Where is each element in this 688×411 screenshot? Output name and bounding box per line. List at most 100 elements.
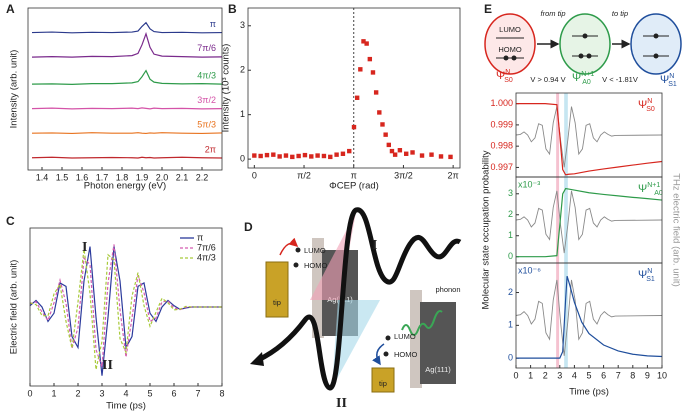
y-tick-label: 2 [508,209,513,219]
point [367,56,373,62]
state-label: ΨN S0 [496,69,513,84]
arrow [279,237,299,256]
point [389,148,395,154]
x-tick-label: 5 [586,370,591,380]
point [358,67,363,72]
substrate [410,290,422,388]
x-tick-label: 2.0 [156,172,169,182]
series-label: 7π/6 [197,43,216,53]
series-line [31,132,223,135]
x-axis-label: Photon energy (eV) [84,181,166,192]
level-label: LUMO [304,246,326,255]
annotation: II [102,358,113,373]
x-tick-label: 1.8 [116,172,129,182]
point [283,153,289,158]
x-tick-label: 8 [219,388,224,398]
y-tick-label: 0.999 [490,119,513,129]
point [404,151,409,156]
point [258,153,263,159]
point [370,70,376,75]
series-label: 3π/2 [197,95,216,105]
point [386,142,392,148]
point [361,39,366,44]
point [315,153,320,158]
point [448,154,453,160]
x-tick-label: 7 [195,388,200,398]
point [277,154,282,159]
sub: S0 [504,77,513,84]
point [364,41,369,46]
series-label: 4π/3 [197,70,216,80]
point [397,148,403,153]
series-label: 2π [205,144,216,154]
symbol: Ψ [638,183,647,195]
x-tick-label: 2 [543,370,548,380]
panel-label: E [484,2,492,16]
point [347,148,352,154]
legend-label: 4π/3 [197,252,216,262]
axes-frame [29,227,223,387]
legend-entry: ΨN S1 [638,268,655,283]
point [377,110,382,115]
voltage-label: V < -1.81V [602,75,638,84]
point [334,152,339,157]
level-label: LUMO [394,332,416,341]
axes-frame [247,7,461,169]
point [328,154,333,160]
y-tick-label: 2 [240,65,245,75]
label: II [336,396,347,411]
x-tick-label: 0 [513,370,518,380]
x-tick-label: 0 [252,170,257,180]
x-tick-label: 9 [645,370,650,380]
arrowhead [250,352,264,366]
x-tick-label: 5 [147,388,152,398]
panel-e-scheme: LUMO HOMO from tip to tip V > 0.94 V V <… [484,9,682,88]
point [302,152,308,158]
series-line [515,190,663,254]
annotation: I [82,240,87,255]
series-line [516,275,663,359]
series-line [516,187,663,258]
x-tick-label: 4 [123,388,128,398]
legend-entry: ΨN S0 [638,98,655,113]
electron [295,247,301,253]
electron [503,55,509,61]
sup: N+1 [647,182,660,189]
point [373,90,379,95]
point [309,154,314,159]
x-tick-label: 1.6 [76,172,89,182]
process-label: to tip [612,9,628,18]
sup: N [669,73,674,80]
electron [653,33,659,39]
state [484,13,536,75]
state-label: ΨN+1 A0 [572,71,594,86]
series-line [31,69,223,85]
state-label: ΨN S1 [660,73,677,88]
y2-axis-label: THz electric field (arb. unit) [670,173,681,287]
phonon-label: phonon [435,285,460,294]
scale-label: x10⁻⁶ [518,265,541,275]
electron [578,53,584,59]
arrow [372,343,385,366]
sup: N [647,98,652,105]
point [429,152,434,157]
highlight-band [556,93,560,368]
x-axis-label: Time (ps) [569,387,609,398]
legend-entry: ΨN+1 A0 [638,182,663,197]
x-tick-label: 0 [27,388,32,398]
y-tick-label: 1 [508,320,513,330]
tip [371,367,395,393]
sub: S1 [646,276,655,283]
sup: N [647,268,652,275]
series-line [31,107,223,110]
symbol: Ψ [572,72,581,84]
sup: N [505,69,510,76]
y-tick-label: 1 [240,109,245,119]
y-tick-label: 0 [508,251,513,261]
level-label: HOMO [498,45,521,54]
thz-wave [256,207,462,391]
tip [265,261,289,318]
y-tick-label: 0 [240,153,245,163]
phonon-wave [401,310,443,336]
point [392,152,398,157]
